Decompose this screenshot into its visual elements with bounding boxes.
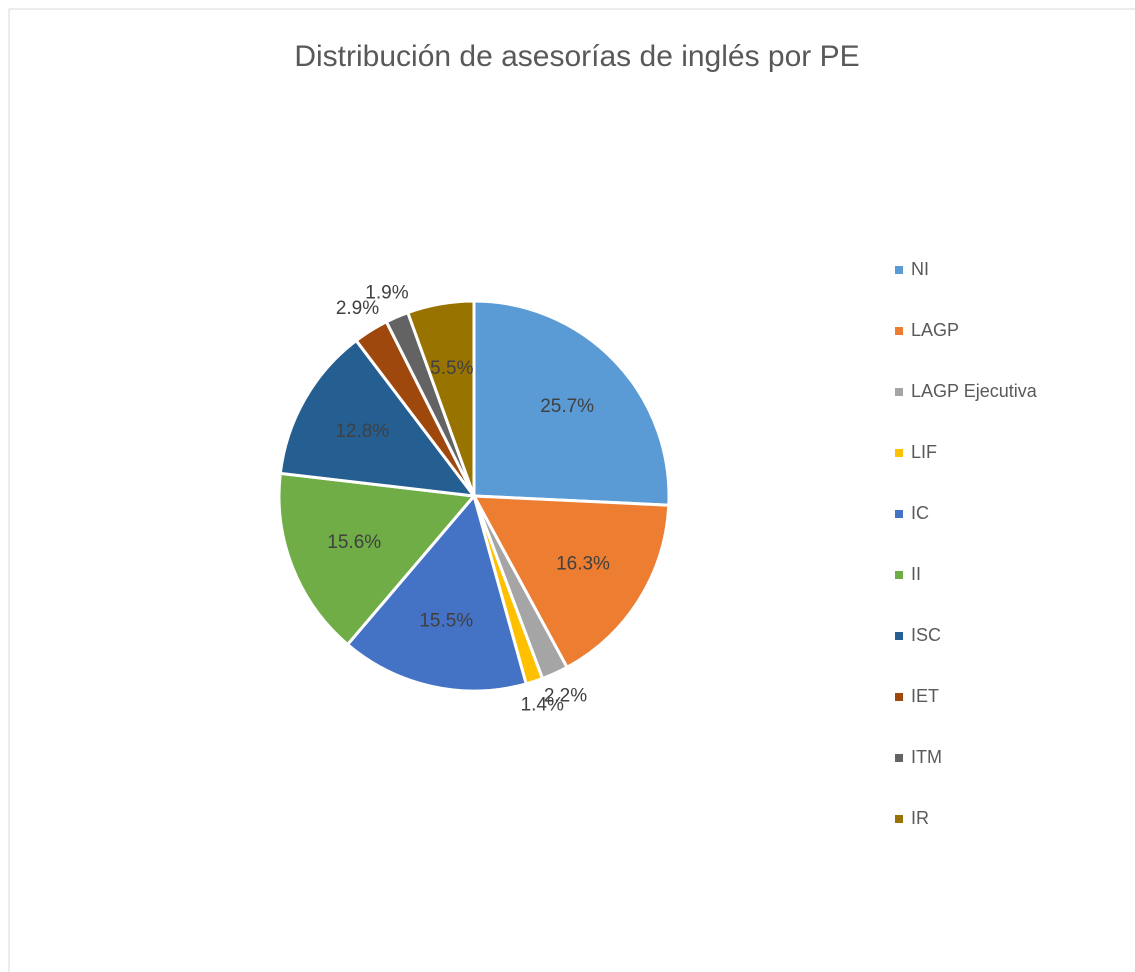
legend-label: ITM <box>911 747 942 767</box>
legend-marker <box>895 388 903 396</box>
legend-marker <box>895 510 903 518</box>
legend-label: IR <box>911 808 929 828</box>
legend-label: ISC <box>911 625 941 645</box>
pie-slice <box>277 471 477 647</box>
legend-marker <box>895 754 903 762</box>
data-label: 1.9% <box>365 283 408 304</box>
legend-marker <box>895 327 903 335</box>
legend-label: IC <box>911 503 929 523</box>
pie-slice <box>472 299 671 507</box>
legend-marker <box>895 449 903 457</box>
legend-marker <box>895 693 903 701</box>
legend-marker <box>895 815 903 823</box>
pie-slice <box>345 492 528 693</box>
legend-label: LIF <box>911 442 937 462</box>
legend-label: IET <box>911 686 939 706</box>
legend-label: LAGP Ejecutiva <box>911 381 1038 401</box>
legend-marker <box>895 632 903 640</box>
data-label: 2.9% <box>336 298 379 319</box>
legend-label: II <box>911 564 921 584</box>
data-label: 2.2% <box>544 685 587 706</box>
data-label: 12.8% <box>335 421 389 442</box>
data-label: 15.6% <box>327 532 381 553</box>
data-label: 16.3% <box>556 553 610 574</box>
chart-title: Distribución de asesorías de inglés por … <box>294 40 859 73</box>
pie-slice <box>471 494 671 670</box>
legend-label: NI <box>911 259 929 279</box>
data-label: 5.5% <box>430 358 473 379</box>
pie-slice <box>278 338 478 498</box>
data-label: 1.4% <box>521 695 564 716</box>
data-label: 15.5% <box>419 611 473 632</box>
legend-label: LAGP <box>911 320 959 340</box>
pie-slice <box>405 299 476 497</box>
data-label: 25.7% <box>540 396 594 417</box>
legend-marker <box>895 266 903 274</box>
legend-marker <box>895 571 903 579</box>
